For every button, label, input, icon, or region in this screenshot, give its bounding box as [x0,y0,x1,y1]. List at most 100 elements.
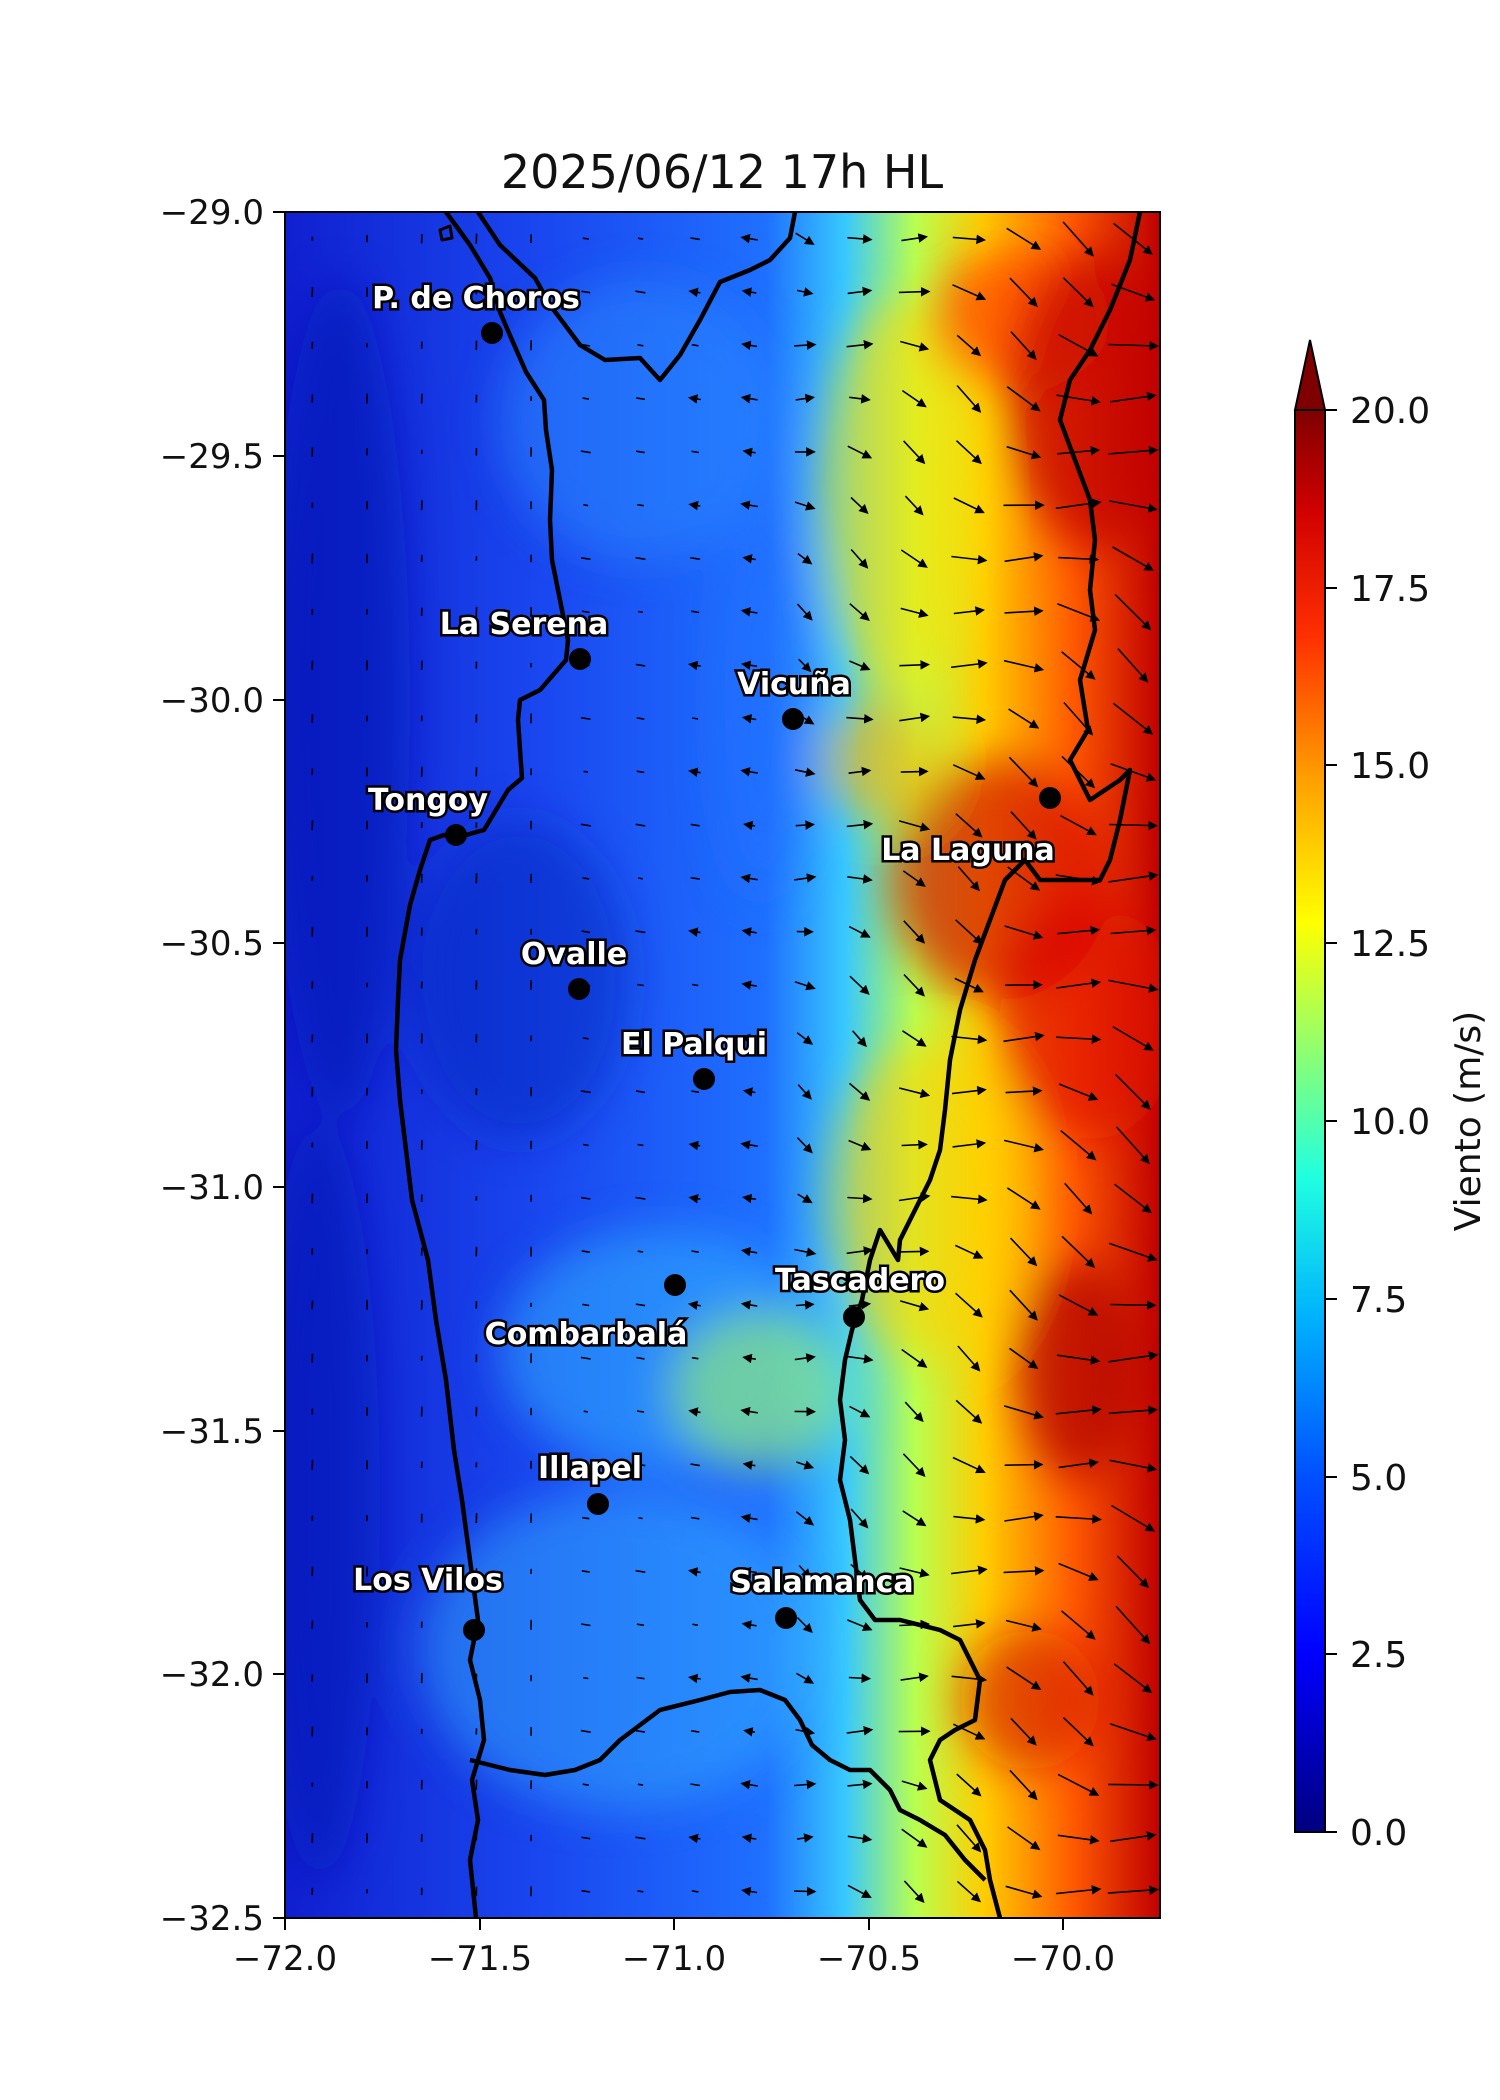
wind-vector [899,1300,930,1312]
wind-vector [581,1623,591,1627]
wind-vector [743,820,756,831]
y-tick-label: −30.5 [160,924,264,964]
city-tongoy: Tongoy [365,781,491,846]
y-tick: −31.5 [160,1412,285,1452]
wind-vector [637,344,644,347]
y-tick: −32.0 [160,1655,285,1695]
wind-vector [1010,1717,1037,1746]
wind-vector [688,287,701,298]
city-markers: P. de Choros La Serena Vicuña Tongoy La … [351,279,1061,1641]
wind-vector [1062,1717,1094,1747]
wind-vector [580,557,591,561]
wind-vector [1115,1073,1151,1110]
wind-vector [636,1356,645,1360]
wind-vector [851,1030,867,1048]
wind-vector [796,1460,815,1470]
wind-vector [1109,1242,1158,1262]
wind-vector [638,877,643,880]
wind-vector [847,445,873,459]
wind-vector [1004,1511,1044,1522]
wind-vector [1055,1514,1102,1524]
wind-vector [741,660,758,670]
wind-vector [1005,1885,1043,1899]
wind-vector [1006,386,1041,412]
wind-vector [1057,1354,1101,1365]
wind-vector [688,767,701,777]
wind-vector [899,1567,930,1578]
wind-vector [955,919,983,945]
colorbar-tick: 17.5 [1325,569,1430,610]
wind-vector [742,1460,756,1470]
wind-vector [902,1510,927,1527]
wind-vector [798,658,812,673]
wind-vector [1010,811,1037,840]
y-tick: −30.0 [160,681,285,721]
wind-vector [688,1407,701,1417]
y-tick: −29.0 [160,193,285,233]
wind-vector [637,1890,644,1893]
wind-vector [1058,1294,1099,1316]
city-el-palqui: El Palqui [618,1025,770,1090]
wind-vector [1006,227,1042,250]
wind-vector [847,1833,873,1844]
wind-vector [691,343,699,347]
city-dot [569,648,591,670]
wind-vector [1005,1086,1043,1096]
wind-vector [583,504,589,507]
wind-vector [580,1356,591,1360]
wind-vector [635,1836,646,1840]
wind-vector [796,1833,814,1843]
wind-vector [1110,763,1157,782]
wind-vector [582,1143,589,1147]
wind-vector [1003,1139,1044,1153]
wind-vector [583,770,589,773]
city-label: Tascadero [775,1263,945,1298]
wind-vector [580,1090,591,1094]
city-dot [1039,787,1061,809]
wind-vector [953,606,985,616]
wind-vector [952,714,987,724]
wind-vector [740,1300,758,1310]
wind-vector [900,549,928,568]
wind-vector [637,1143,644,1147]
y-axis: −29.0 −29.5 −30.0 −30.5 −31.0 −31.5 −32.… [160,193,285,1939]
wind-vector [1108,1351,1159,1363]
colorbar-tick-label: 15.0 [1350,746,1430,787]
wind-vector [688,1193,701,1204]
wind-vector [1109,1722,1157,1742]
wind-vector [1057,1773,1100,1796]
wind-vector [1064,1182,1093,1215]
wind-vector [900,766,929,777]
wind-vector [743,1727,756,1737]
wind-vector [1108,871,1159,883]
wind-vector [955,440,982,465]
wind-speed-texture [285,250,1160,1880]
wind-vector [1062,1661,1094,1696]
wind-vector [741,714,757,724]
wind-vector [1003,659,1045,673]
colorbar-tick-label: 7.5 [1350,1280,1407,1321]
y-tick-label: −31.5 [160,1412,264,1452]
wind-vector [850,496,869,514]
city-illapel: Illapel [535,1449,645,1515]
wind-vector [692,717,699,720]
wind-vector [582,1516,590,1520]
wind-vector [794,767,816,777]
wind-vector [956,1880,981,1903]
wind-vector [581,1889,591,1893]
wind-vector [954,1244,984,1259]
wind-vector [740,1513,758,1523]
city-dot [445,824,467,846]
wind-vector [848,1673,872,1684]
wind-vector [849,660,871,671]
wind-vector [740,393,758,404]
wind-vector [582,237,589,240]
wind-vector [849,394,871,404]
wind-vector [581,610,590,614]
city-label: El Palqui [621,1027,767,1062]
wind-vector [1009,277,1038,308]
wind-vector [1058,1562,1099,1581]
wind-vector [1008,756,1039,788]
wind-vector [1056,1885,1102,1895]
wind-vector [635,930,646,934]
